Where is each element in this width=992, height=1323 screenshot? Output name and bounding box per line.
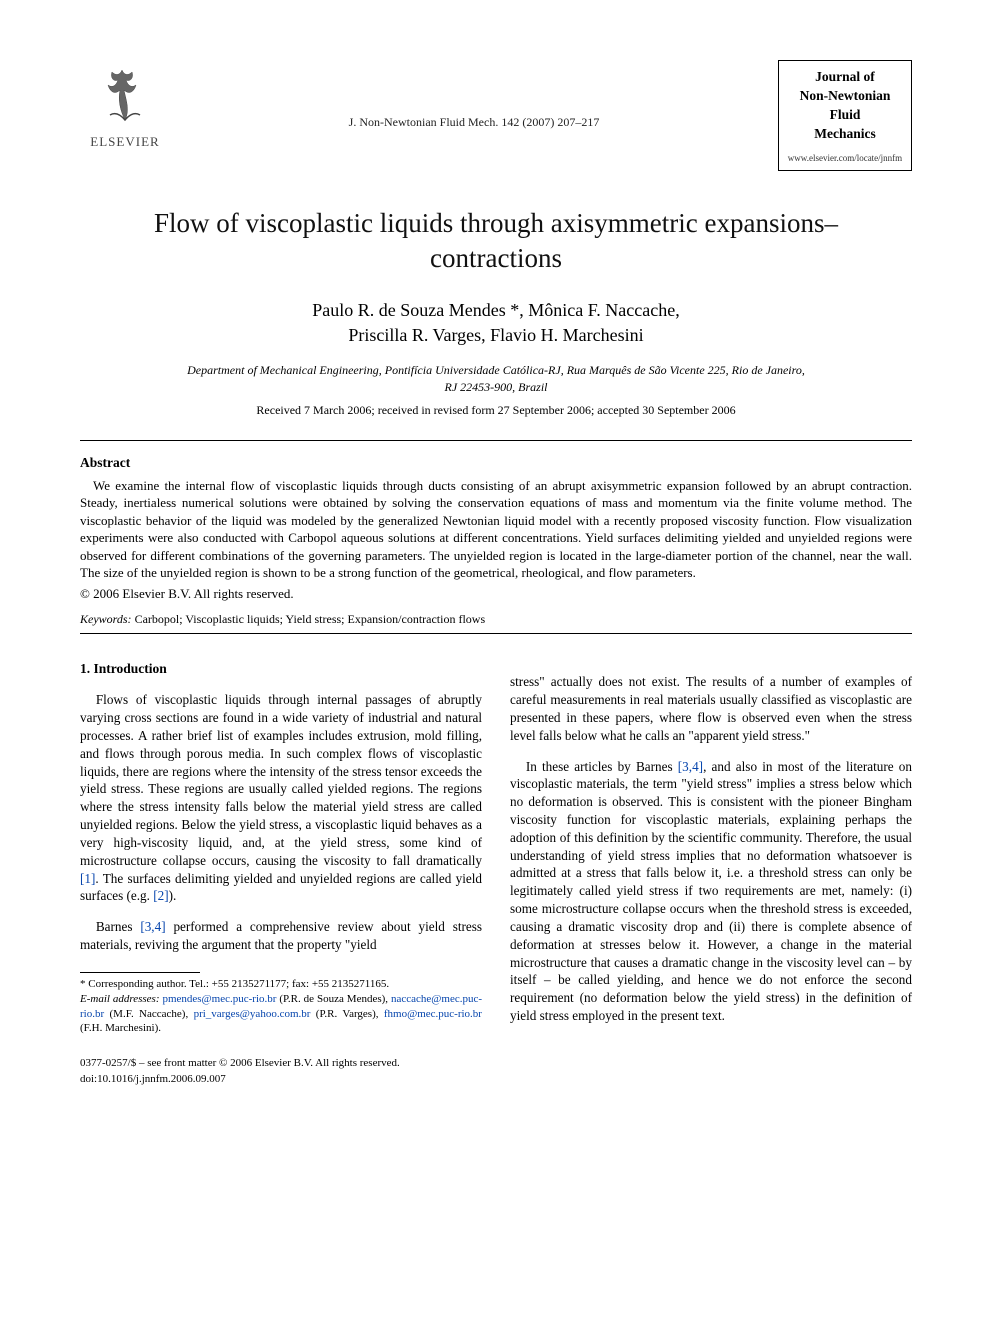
footnotes: * Corresponding author. Tel.: +55 213527… [80, 977, 482, 1036]
rule [80, 440, 912, 441]
footnote-separator [80, 972, 200, 973]
journal-url: www.elsevier.com/locate/jnnfm [785, 153, 905, 164]
email-name: (P.R. de Souza Mendes), [276, 993, 391, 1005]
abstract-text: We examine the internal flow of viscopla… [80, 477, 912, 582]
text-run: . The surfaces delimiting yielded and un… [80, 871, 482, 904]
column-left: 1. Introduction Flows of viscoplastic li… [80, 660, 482, 1036]
article-dates: Received 7 March 2006; received in revis… [80, 403, 912, 418]
paragraph: Barnes [3,4] performed a comprehensive r… [80, 918, 482, 954]
paper-title: Flow of viscoplastic liquids through axi… [140, 206, 852, 276]
journal-title-line: Fluid [785, 107, 905, 124]
email-link[interactable]: pri_varges@yahoo.com.br [194, 1008, 311, 1020]
abstract-copyright: © 2006 Elsevier B.V. All rights reserved… [80, 586, 912, 602]
keywords-label: Keywords: [80, 612, 132, 626]
column-right: stress" actually does not exist. The res… [510, 660, 912, 1036]
keywords-text: Carbopol; Viscoplastic liquids; Yield st… [132, 612, 486, 626]
authors: Paulo R. de Souza Mendes *, Mônica F. Na… [80, 298, 912, 348]
journal-title-line: Mechanics [785, 126, 905, 143]
authors-line: Paulo R. de Souza Mendes *, Mônica F. Na… [312, 300, 679, 320]
body-columns: 1. Introduction Flows of viscoplastic li… [80, 660, 912, 1036]
paragraph: Flows of viscoplastic liquids through in… [80, 691, 482, 905]
keywords: Keywords: Carbopol; Viscoplastic liquids… [80, 612, 912, 627]
text-run: ). [169, 888, 177, 903]
doi-line: doi:10.1016/j.jnnfm.2006.09.007 [80, 1072, 912, 1087]
page: ELSEVIER J. Non-Newtonian Fluid Mech. 14… [0, 0, 992, 1137]
front-matter-line: 0377-0257/$ – see front matter © 2006 El… [80, 1056, 912, 1071]
corresponding-author: * Corresponding author. Tel.: +55 213527… [80, 977, 482, 992]
text-run: , and also in most of the literature on … [510, 759, 912, 1023]
email-link[interactable]: fhmo@mec.puc-rio.br [384, 1008, 482, 1020]
journal-title-line: Journal of [785, 69, 905, 86]
paragraph: stress" actually does not exist. The res… [510, 673, 912, 744]
journal-reference: J. Non-Newtonian Fluid Mech. 142 (2007) … [170, 60, 778, 130]
publisher-logo: ELSEVIER [80, 60, 170, 150]
citation-link[interactable]: [3,4] [140, 919, 165, 934]
email-name: (P.R. Varges), [310, 1008, 383, 1020]
publisher-name: ELSEVIER [90, 134, 159, 150]
text-run: In these articles by Barnes [526, 759, 678, 774]
text-run: Flows of viscoplastic liquids through in… [80, 692, 482, 867]
journal-title-line: Non-Newtonian [785, 88, 905, 105]
citation-link[interactable]: [3,4] [678, 759, 703, 774]
email-name: (M.F. Naccache), [104, 1008, 193, 1020]
abstract-heading: Abstract [80, 455, 912, 471]
page-footer: 0377-0257/$ – see front matter © 2006 El… [80, 1056, 912, 1087]
elsevier-tree-icon [90, 60, 160, 130]
email-addresses: E-mail addresses: pmendes@mec.puc-rio.br… [80, 992, 482, 1037]
header-row: ELSEVIER J. Non-Newtonian Fluid Mech. 14… [80, 60, 912, 171]
rule [80, 633, 912, 634]
affiliation: Department of Mechanical Engineering, Po… [180, 362, 812, 394]
paragraph: In these articles by Barnes [3,4], and a… [510, 758, 912, 1025]
email-link[interactable]: pmendes@mec.puc-rio.br [162, 993, 276, 1005]
section-heading: 1. Introduction [80, 660, 482, 678]
journal-box: Journal of Non-Newtonian Fluid Mechanics… [778, 60, 912, 171]
text-run: Barnes [96, 919, 140, 934]
citation-link[interactable]: [1] [80, 871, 95, 886]
authors-line: Priscilla R. Varges, Flavio H. Marchesin… [348, 325, 643, 345]
email-name: (F.H. Marchesini). [80, 1022, 161, 1034]
citation-link[interactable]: [2] [153, 888, 168, 903]
email-label: E-mail addresses: [80, 993, 160, 1005]
